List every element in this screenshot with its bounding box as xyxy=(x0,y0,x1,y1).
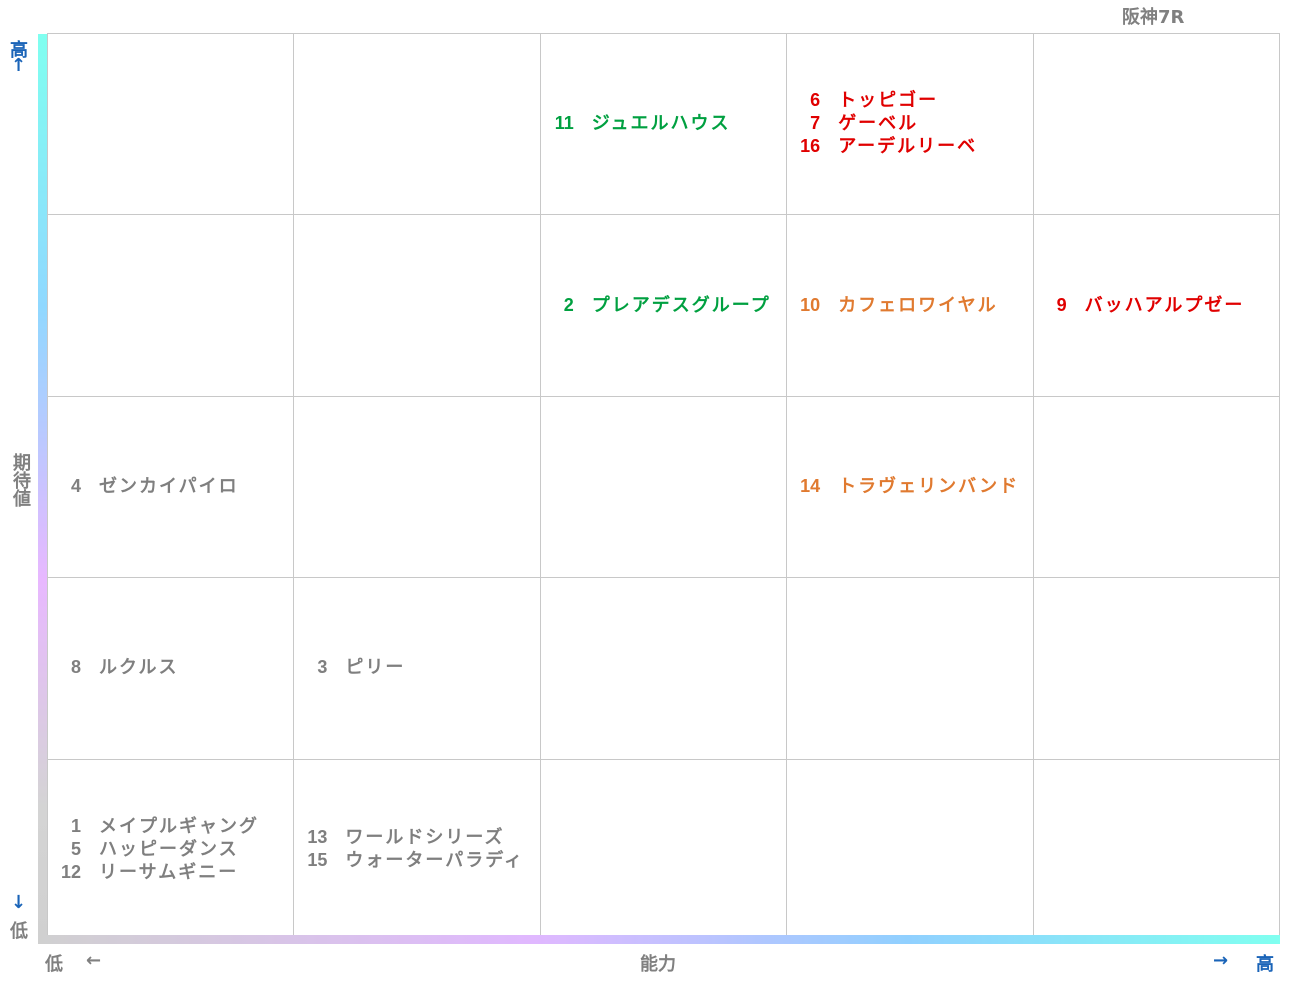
horse-name: ピリー xyxy=(345,657,406,679)
horse-number: 2 xyxy=(563,294,574,315)
horse-name: アーデルリーベ xyxy=(838,136,978,158)
horse-name: バッハアルプゼー xyxy=(1084,294,1245,316)
horse-entry: 11 ジュエルハウス xyxy=(544,112,784,135)
y-high: 高 xyxy=(10,40,28,61)
grid-line xyxy=(786,33,788,940)
grid-line xyxy=(47,577,1279,579)
horse-entry: 2 プレアデスグループ xyxy=(544,294,784,317)
grid-line xyxy=(47,214,1279,216)
horse-entry: 14 トラヴェリンバンド xyxy=(790,475,1030,498)
horse-name: ルクルス xyxy=(99,657,179,679)
horse-number: 10 xyxy=(800,294,821,315)
horse-number: 5 xyxy=(70,838,81,859)
horse-entry: 16 アーデルリーベ xyxy=(790,135,1030,158)
horse-name: ハッピーダンス xyxy=(99,838,239,860)
horse-name: ワールドシリーズ xyxy=(345,827,505,849)
y-up-arrow: ↑ xyxy=(11,55,27,76)
grid-line xyxy=(293,33,295,940)
horse-name: カフェロワイヤル xyxy=(838,294,998,316)
horse-name: ゼンカイパイロ xyxy=(99,476,239,497)
horse-number: 4 xyxy=(70,476,81,496)
grid-line xyxy=(1279,33,1280,940)
grid-line xyxy=(1032,33,1034,940)
horse-name: トラヴェリンバンド xyxy=(838,476,1020,497)
horse-entry: 9 バッハアルプゼー xyxy=(1037,294,1277,317)
x-high: 高 xyxy=(1256,954,1274,975)
horse-entry: 10 カフェロワイヤル xyxy=(790,294,1030,317)
horse-entry: 6 トッピゴー xyxy=(790,89,1030,112)
horse-name: プレアデスグループ xyxy=(591,294,771,316)
horse-number: 11 xyxy=(554,113,574,134)
horse-name: ウォーターパラディ xyxy=(345,850,524,872)
horse-entry: 12 リーサムギニー xyxy=(51,861,291,884)
horse-name: ゲーベル xyxy=(838,113,919,135)
horse-number: 13 xyxy=(307,827,328,848)
horse-entry: 8 ルクルス xyxy=(51,656,291,679)
horse-number: 9 xyxy=(1056,294,1067,315)
horse-number: 15 xyxy=(307,850,328,871)
horse-number: 7 xyxy=(810,113,821,134)
grid-line xyxy=(47,33,1279,34)
horse-number: 16 xyxy=(800,136,821,157)
horse-name: ジュエルハウス xyxy=(591,113,731,135)
grid-line xyxy=(47,33,48,940)
horse-name: リーサムギニー xyxy=(99,861,239,883)
horse-entry: 1 メイプルギャング xyxy=(51,815,291,838)
horse-entry: 5 ハッピーダンス xyxy=(51,838,291,861)
grid-line xyxy=(47,395,1279,397)
horse-number: 12 xyxy=(60,861,81,882)
x-left-arrow: ← xyxy=(86,950,102,971)
y-axis-bar xyxy=(38,34,47,944)
y-low: 低 xyxy=(10,921,28,942)
horse-entry: 13 ワールドシリーズ xyxy=(297,826,537,849)
horse-entry: 4 ゼンカイパイロ xyxy=(51,475,291,498)
horse-name: トッピゴー xyxy=(838,90,939,112)
x-right-arrow: → xyxy=(1213,950,1229,971)
horse-number: 3 xyxy=(317,657,328,678)
horse-entry: 15 ウォーターパラディ xyxy=(297,849,537,872)
x-low: 低 xyxy=(45,954,63,975)
x-label: 能力 xyxy=(640,954,676,975)
horse-entry: 3 ピリー xyxy=(297,656,537,679)
y-label: 期待値 xyxy=(10,453,31,507)
horse-number: 14 xyxy=(800,476,821,496)
horse-number: 8 xyxy=(70,657,81,678)
horse-number: 6 xyxy=(810,90,821,111)
title: 阪神7R xyxy=(1122,7,1185,28)
grid-line xyxy=(47,758,1279,760)
horse-name: メイプルギャング xyxy=(99,815,259,837)
y-down-arrow: ↓ xyxy=(11,892,27,913)
horse-entry: 7 ゲーベル xyxy=(790,112,1030,135)
grid-line xyxy=(539,33,541,940)
horse-number: 1 xyxy=(70,815,81,836)
x-axis-bar xyxy=(38,935,1280,944)
